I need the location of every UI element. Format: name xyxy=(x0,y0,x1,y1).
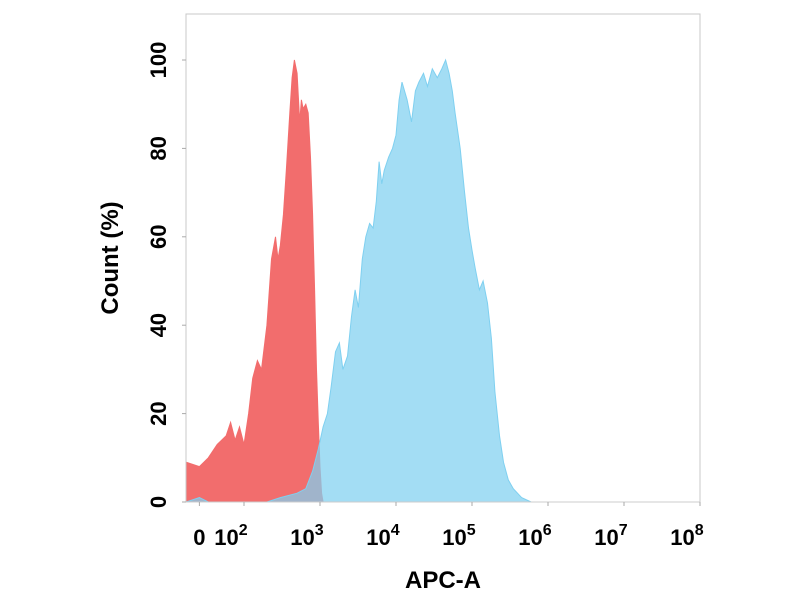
x-tick-label: 106 xyxy=(518,522,551,550)
x-tick-label: 107 xyxy=(594,522,627,550)
x-tick-label: 105 xyxy=(442,522,475,550)
x-axis-ticks: 0 102 103 104 105 106 107 108 xyxy=(193,502,704,550)
x-tick-label: 0 xyxy=(193,525,205,550)
x-tick-label: 108 xyxy=(670,522,703,550)
histogram-series-1 xyxy=(186,59,324,502)
y-tick-label: 60 xyxy=(146,225,171,249)
x-tick-label: 103 xyxy=(290,522,323,550)
x-axis-title: APC-A xyxy=(405,567,481,594)
y-axis-ticks: 0 20 40 60 80 100 xyxy=(146,42,186,508)
x-tick-label: 104 xyxy=(366,522,399,550)
y-tick-label: 40 xyxy=(146,313,171,337)
y-axis-title: Count (%) xyxy=(97,201,124,314)
x-tick-label: 102 xyxy=(214,522,247,550)
histogram-series-2 xyxy=(186,58,700,502)
series-layer xyxy=(186,58,700,502)
y-tick-label: 20 xyxy=(146,401,171,425)
y-tick-label: 80 xyxy=(146,136,171,160)
y-tick-label: 0 xyxy=(146,496,171,508)
y-tick-label: 100 xyxy=(146,42,171,79)
